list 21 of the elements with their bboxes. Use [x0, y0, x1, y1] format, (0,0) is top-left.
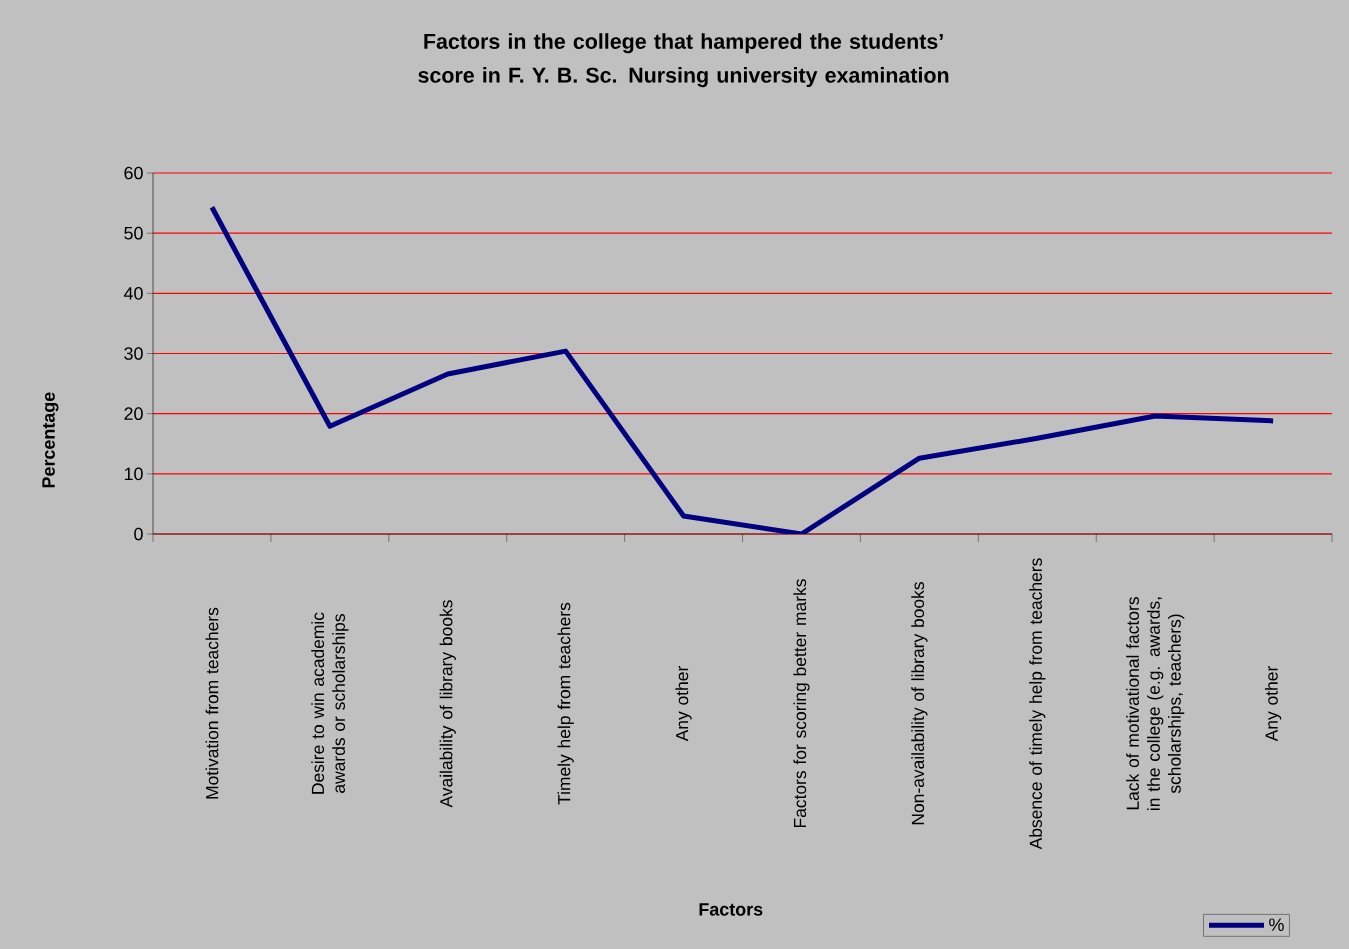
y-tick-label: 30 [124, 347, 143, 360]
x-tick-label: Desire to win academic awards or scholarships [311, 612, 349, 794]
y-tick-label: 50 [124, 226, 143, 240]
x-tick-label: Motivation from teachers [205, 607, 219, 799]
y-tick-label: 40 [123, 286, 143, 300]
legend-label: % [1269, 918, 1284, 931]
x-tick-label: Absence of timely help from teachers [1029, 558, 1046, 850]
y-tick-label: 10 [124, 467, 143, 481]
y-tick-label: 0 [134, 527, 143, 541]
x-tick-label: Availability of library books [439, 600, 456, 808]
x-axis-title: Factors [699, 903, 763, 916]
y-tick-label: 20 [124, 407, 143, 421]
x-tick-label: Lack of motivational factors in the college (e.g. awards, scholarships, teachers) [1126, 597, 1185, 810]
y-tick-label: 60 [124, 166, 143, 180]
chart-title: Factors in the college that hampered the students’ score in F. Y. B. Sc. Nursing university examination [418, 33, 949, 88]
x-tick-label: Timely help from teachers [557, 602, 574, 805]
x-tick-label: Any other [1264, 666, 1282, 742]
x-tick-label: Factors for scoring better marks [793, 579, 810, 828]
x-tick-label: Non-availability of library books [911, 582, 928, 825]
x-tick-label: Any other [675, 666, 692, 742]
y-axis-title: Percentage [42, 392, 59, 488]
